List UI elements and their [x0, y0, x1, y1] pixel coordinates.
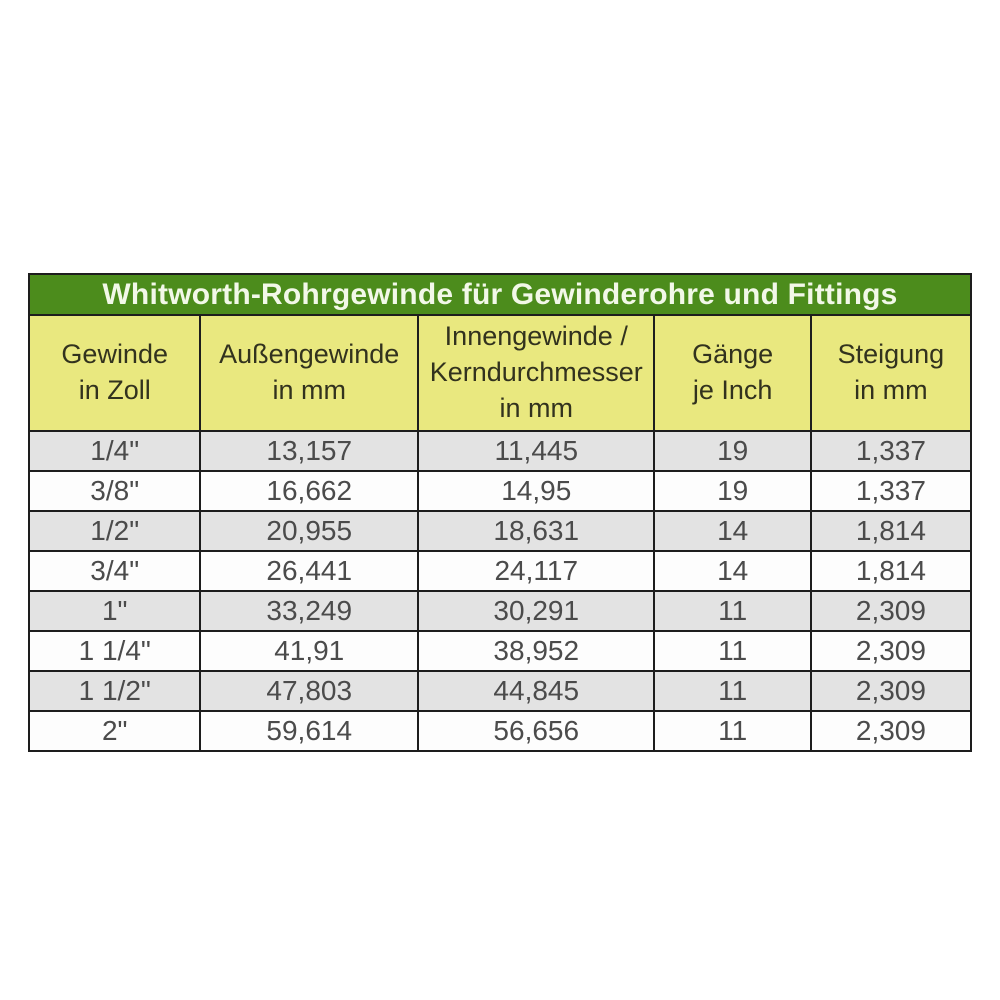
table-cell: 1,814 — [809, 510, 973, 552]
column-header-gewinde-in-zoll: Gewinde in Zoll — [27, 314, 202, 432]
table-cell: 56,656 — [417, 710, 656, 752]
thread-table-container: Whitworth-Rohrgewinde für Gewinderohre u… — [27, 273, 973, 752]
table-cell: 2" — [27, 710, 202, 752]
table-cell: 38,952 — [417, 630, 656, 672]
table-cell: 14 — [653, 550, 812, 592]
table-cell: 11 — [653, 710, 812, 752]
table-cell: 11 — [653, 670, 812, 712]
table-cell: 11 — [653, 590, 812, 632]
column-header-gaenge-je-inch: Gänge je Inch — [653, 314, 812, 432]
table-cell: 16,662 — [199, 470, 420, 512]
table-cell: 47,803 — [199, 670, 420, 712]
table-row: 1/2" 20,955 18,631 14 1,814 — [27, 510, 973, 552]
table-cell: 13,157 — [199, 430, 420, 472]
table-row: 3/8" 16,662 14,95 19 1,337 — [27, 470, 973, 512]
table-cell: 1/4" — [27, 430, 202, 472]
table-cell: 1 1/2" — [27, 670, 202, 712]
table-cell: 41,91 — [199, 630, 420, 672]
table-cell: 1,337 — [809, 470, 973, 512]
table-row: 1" 33,249 30,291 11 2,309 — [27, 590, 973, 632]
table-cell: 2,309 — [809, 630, 973, 672]
table-cell: 1/2" — [27, 510, 202, 552]
table-cell: 2,309 — [809, 710, 973, 752]
table-cell: 1,814 — [809, 550, 973, 592]
table-cell: 1" — [27, 590, 202, 632]
table-cell: 18,631 — [417, 510, 656, 552]
table-cell: 1 1/4" — [27, 630, 202, 672]
table-cell: 19 — [653, 430, 812, 472]
table-cell: 24,117 — [417, 550, 656, 592]
table-cell: 11,445 — [417, 430, 656, 472]
table-cell: 2,309 — [809, 590, 973, 632]
column-header-innengewinde-kerndurchmesser: Innengewinde / Kerndurchmesser in mm — [417, 314, 656, 432]
table-cell: 3/4" — [27, 550, 202, 592]
table-cell: 1,337 — [809, 430, 973, 472]
table-cell: 30,291 — [417, 590, 656, 632]
table-row: 1/4" 13,157 11,445 19 1,337 — [27, 430, 973, 472]
whitworth-thread-table: Whitworth-Rohrgewinde für Gewinderohre u… — [27, 273, 973, 752]
table-cell: 59,614 — [199, 710, 420, 752]
table-row: 3/4" 26,441 24,117 14 1,814 — [27, 550, 973, 592]
table-row: 2" 59,614 56,656 11 2,309 — [27, 710, 973, 752]
table-cell: 2,309 — [809, 670, 973, 712]
table-cell: 44,845 — [417, 670, 656, 712]
table-cell: 14,95 — [417, 470, 656, 512]
table-title-row: Whitworth-Rohrgewinde für Gewinderohre u… — [28, 273, 972, 316]
table-row: 1 1/4" 41,91 38,952 11 2,309 — [27, 630, 973, 672]
table-cell: 26,441 — [199, 550, 420, 592]
table-row: 1 1/2" 47,803 44,845 11 2,309 — [27, 670, 973, 712]
column-header-steigung: Steigung in mm — [809, 314, 973, 432]
table-cell: 19 — [653, 470, 812, 512]
table-cell: 33,249 — [199, 590, 420, 632]
table-cell: 20,955 — [199, 510, 420, 552]
column-header-aussengewinde: Außengewinde in mm — [199, 314, 420, 432]
table-cell: 3/8" — [27, 470, 202, 512]
table-header-row: Gewinde in Zoll Außengewinde in mm Innen… — [27, 314, 973, 432]
table-title: Whitworth-Rohrgewinde für Gewinderohre u… — [28, 273, 972, 316]
table-cell: 14 — [653, 510, 812, 552]
table-cell: 11 — [653, 630, 812, 672]
